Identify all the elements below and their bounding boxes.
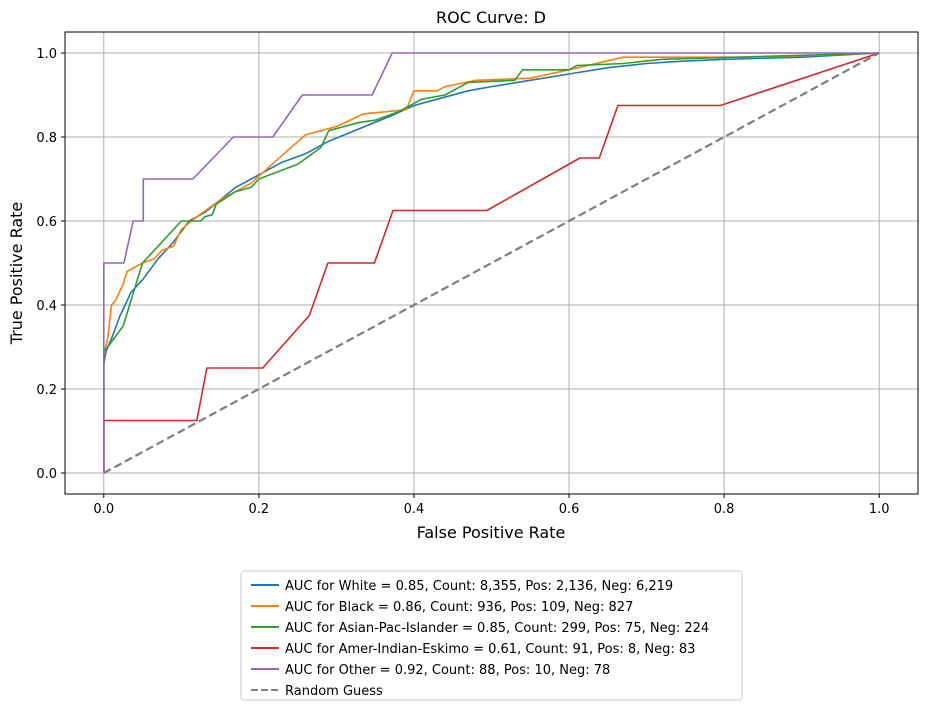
auc-for-amer-indian-eskimo-series-line <box>103 52 880 473</box>
x-tick-label: 0.8 <box>714 502 735 517</box>
x-tick-label: 0.4 <box>404 502 425 517</box>
legend-label: AUC for Amer-Indian-Eskimo = 0.61, Count… <box>285 642 695 657</box>
auc-for-asian-pac-islander-series-line <box>103 52 880 473</box>
legend: AUC for White = 0.85, Count: 8,355, Pos:… <box>240 570 743 701</box>
x-tick-label: 1.0 <box>869 502 890 517</box>
auc-for-black-series-line <box>103 52 880 473</box>
legend-label: Random Guess <box>285 684 383 699</box>
axis-ticks: 0.0 0.2 0.4 0.6 0.8 1.0 0.0 0.2 0.4 0.6 0.8 1.0 <box>36 47 889 517</box>
series-lines <box>103 52 880 474</box>
x-tick-label: 0.6 <box>559 502 580 517</box>
y-tick-label: 1.0 <box>36 47 57 62</box>
plot-frame <box>64 31 919 495</box>
x-axis-title: False Positive Rate <box>417 523 566 542</box>
x-tick-label: 0.0 <box>93 502 114 517</box>
grid <box>65 32 918 494</box>
y-axis-title: True Positive Rate <box>7 202 26 346</box>
y-tick-label: 0.8 <box>36 131 57 146</box>
y-tick-label: 0.0 <box>36 467 57 482</box>
legend-label: AUC for Other = 0.92, Count: 88, Pos: 10… <box>285 663 610 678</box>
legend-box <box>240 570 743 701</box>
legend-label: AUC for White = 0.85, Count: 8,355, Pos:… <box>285 579 673 594</box>
chart-title: ROC Curve: D <box>436 8 546 27</box>
x-tick-label: 0.2 <box>249 502 270 517</box>
y-tick-label: 0.2 <box>36 383 57 398</box>
auc-for-white-series-line <box>103 52 880 473</box>
legend-label: AUC for Asian-Pac-Islander = 0.85, Count… <box>285 621 709 636</box>
auc-for-other-series-line <box>103 52 880 473</box>
legend-label: AUC for Black = 0.86, Count: 936, Pos: 1… <box>285 600 633 615</box>
y-tick-label: 0.4 <box>36 299 57 314</box>
y-tick-label: 0.6 <box>36 215 57 230</box>
random-guess-series-line <box>103 52 880 474</box>
